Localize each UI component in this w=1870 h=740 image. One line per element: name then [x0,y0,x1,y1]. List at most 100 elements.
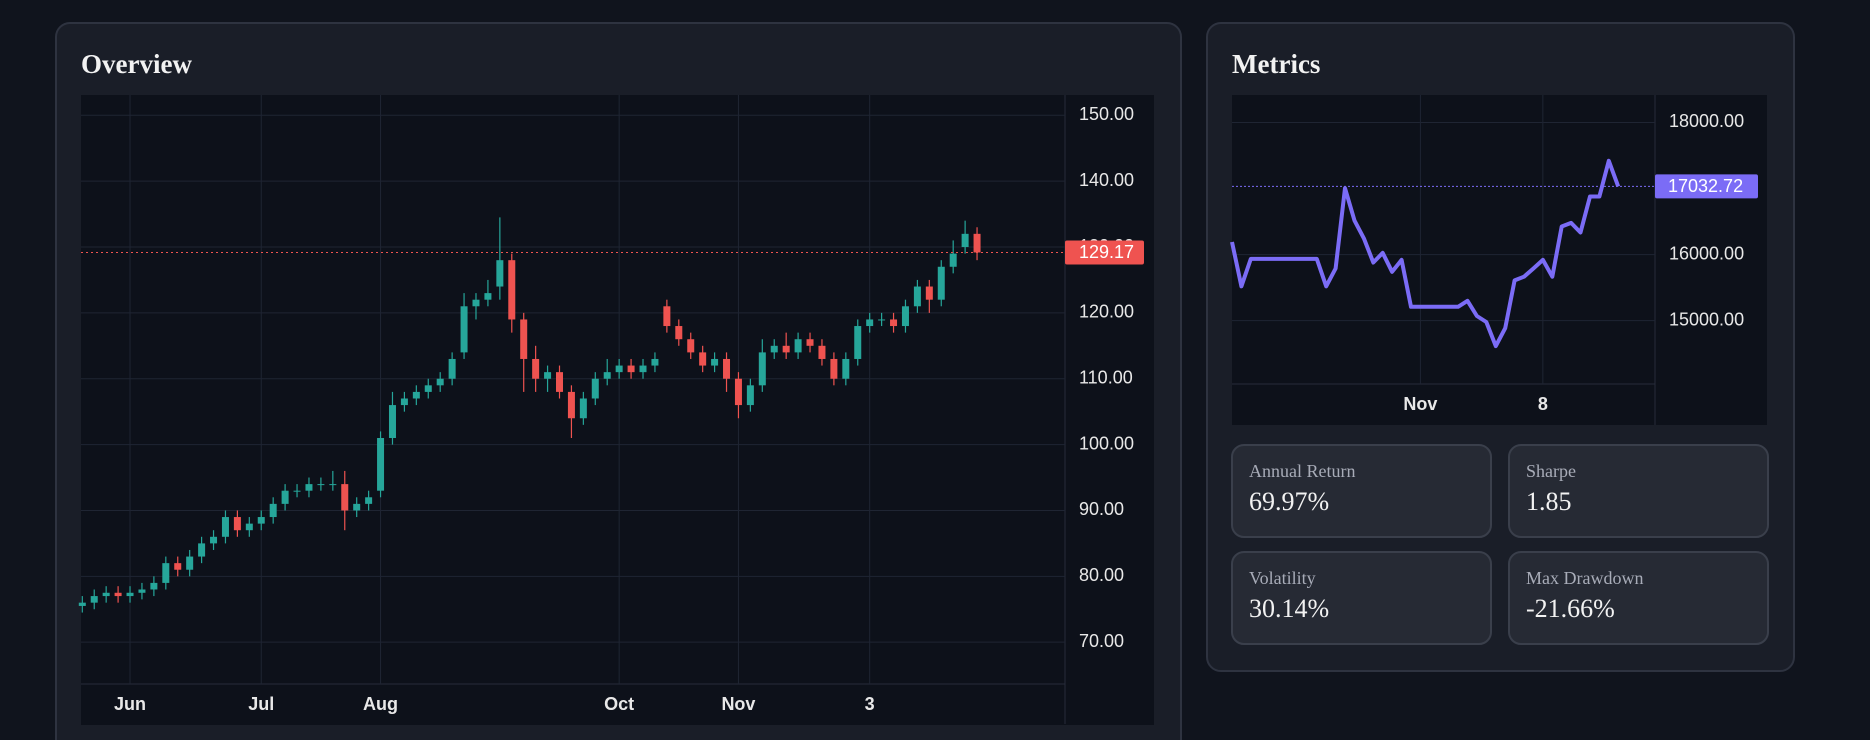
candle-body [758,352,766,386]
candle-body [639,365,647,373]
candle-body [460,306,468,353]
candle-body [341,484,349,511]
y-tick-label: 140.00 [1079,170,1134,190]
candle-body [901,306,909,327]
candle-body [269,503,277,518]
candle-body [890,319,898,327]
candle-body [520,319,528,359]
last-price-label: 129.17 [1079,242,1134,262]
y-tick-label: 16000.00 [1669,243,1744,263]
y-tick-label: 80.00 [1079,565,1124,585]
y-tick-label: 150.00 [1079,104,1134,124]
y-tick-label: 110.00 [1079,367,1133,387]
candle-body [233,517,241,531]
y-tick-label: 100.00 [1079,433,1134,453]
candle-body [651,358,659,366]
x-tick-label: Jun [114,694,146,714]
candle-body [138,589,146,593]
x-tick-label: 8 [1538,394,1548,414]
x-tick-label: Jul [248,694,274,714]
y-tick-label: 15000.00 [1669,309,1744,329]
metric-label: Max Drawdown [1526,568,1643,588]
metric-value: 30.14% [1249,594,1329,623]
candle-body [806,339,814,346]
candle-body [329,484,337,486]
candle-body [937,266,945,300]
candle-body [221,517,229,537]
candle-body [198,543,206,557]
candle-body [281,490,289,504]
x-tick-label: Aug [363,694,398,714]
x-tick-label: 3 [865,694,875,714]
y-tick-label: 90.00 [1079,499,1124,519]
candle-body [114,592,122,597]
metric-value: -21.66% [1526,594,1615,623]
line [1230,158,1621,349]
candle-body [293,490,301,492]
candle-body [436,378,444,386]
candle-body [913,286,921,307]
candle-body [782,345,790,353]
candle-body [925,286,933,300]
metric-value: 1.85 [1526,487,1572,516]
candle-body [842,358,850,379]
y-tick-label: 120.00 [1079,302,1134,322]
candle-body [567,391,575,419]
candle-body [174,563,182,570]
candle-body [365,497,373,504]
metric-card [1231,444,1492,538]
candle-body [818,345,826,359]
candle-body [627,365,635,373]
x-tick-label: Nov [721,694,755,714]
candle-body [245,523,253,531]
candle-body [162,563,170,583]
candle-body [412,391,420,399]
candle-body [675,326,683,340]
x-tick-label: Oct [604,694,634,714]
candle-body [746,385,754,406]
candle-body [544,372,552,379]
candle-body [305,484,313,491]
candle-body [878,319,886,321]
candle-body [961,233,969,248]
candle-body [615,365,623,373]
candle-body [102,592,110,597]
candle-body [687,339,695,353]
panel-title: Overview [81,49,192,79]
candle-body [388,405,396,439]
candle-body [377,438,385,491]
candle-body [424,385,432,392]
metric-label: Annual Return [1249,461,1355,481]
candle-body [949,253,957,267]
metric-card [1508,551,1769,645]
candle-body [317,484,325,486]
last-value-label: 17032.72 [1668,176,1743,196]
candle-body [484,293,492,300]
candle-body [830,358,838,379]
candle-body [508,260,516,320]
last-value-box [1655,174,1758,199]
candle-body [973,233,981,253]
chart-area [1232,95,1767,425]
candle-body [794,339,802,353]
candle-body [854,326,862,359]
candle-body [770,345,778,353]
last-price-box [1065,240,1144,265]
candle-body [579,398,587,419]
candle-body [556,372,563,392]
metric-card [1231,551,1492,645]
candle-body [472,299,480,307]
candle-body [532,358,540,379]
candle-body [734,378,742,406]
candle-body [448,358,456,379]
panel-title: Metrics [1232,49,1320,79]
candle-body [78,602,86,606]
metric-value: 69.97% [1249,487,1329,516]
candle-body [400,398,408,406]
candle-body [663,306,671,327]
metric-label: Sharpe [1526,461,1576,481]
candle-body [90,596,98,603]
candle-body [353,503,361,511]
candle-body [603,372,611,379]
